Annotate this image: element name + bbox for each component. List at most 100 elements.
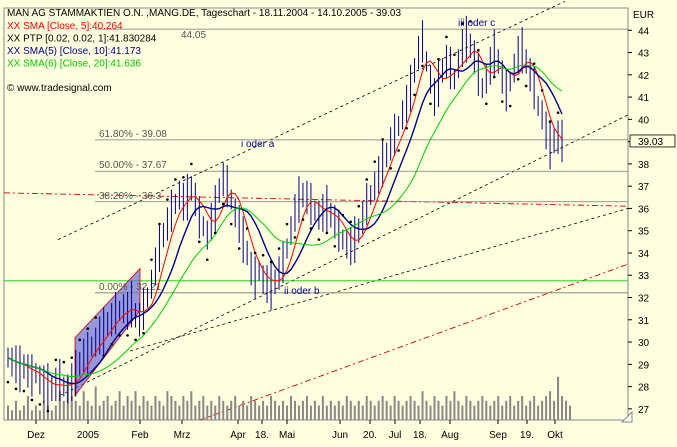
volume-bar bbox=[90, 405, 93, 420]
ptp-point bbox=[134, 338, 137, 342]
volume-bar bbox=[497, 396, 500, 420]
ptp-point bbox=[556, 111, 560, 114]
ptp-point bbox=[357, 204, 361, 208]
volume-bar bbox=[513, 405, 516, 420]
volume-bar bbox=[118, 391, 121, 420]
volume-bar bbox=[162, 405, 165, 420]
volume-bar bbox=[102, 400, 105, 420]
volume-bar bbox=[18, 410, 21, 420]
x-tick-label: 18. bbox=[255, 430, 269, 441]
ptp-point bbox=[469, 20, 472, 23]
ptp-point bbox=[477, 49, 480, 52]
volume-bar bbox=[329, 400, 332, 420]
y-tick-label: 35 bbox=[638, 227, 650, 238]
volume-bar bbox=[453, 391, 456, 420]
fib-level-label: 38.20% - 36.3 bbox=[99, 191, 162, 202]
volume-bar bbox=[377, 400, 380, 420]
volume-bar bbox=[489, 405, 492, 420]
volume-bar bbox=[369, 400, 372, 420]
volume-bar bbox=[393, 396, 396, 420]
sma-10-line bbox=[7, 60, 563, 385]
volume-bars bbox=[7, 376, 571, 420]
fib-level-label: 50.00% - 37.67 bbox=[99, 160, 167, 171]
credit-label: © www.tradesignal.com bbox=[7, 83, 112, 94]
volume-bar bbox=[325, 405, 328, 420]
volume-bar bbox=[242, 400, 245, 420]
volume-bar bbox=[361, 405, 364, 420]
ptp-point bbox=[94, 316, 97, 319]
volume-bar bbox=[397, 400, 400, 420]
ptp-point bbox=[421, 64, 424, 68]
ptp-point bbox=[405, 126, 408, 130]
grid bbox=[3, 7, 629, 421]
ptp-point bbox=[317, 238, 321, 241]
y-tick-label: 29 bbox=[638, 360, 650, 371]
volume-bar bbox=[297, 405, 300, 420]
volume-bar bbox=[38, 410, 41, 420]
x-axis: Dez 2005 Feb Mrz Apr 18. Mai Jun 20. Jul 18. Aug Sep… bbox=[27, 420, 563, 441]
ptp-point bbox=[453, 53, 456, 57]
ptp-point bbox=[22, 389, 26, 393]
volume-bar bbox=[106, 396, 109, 420]
ptp-point bbox=[365, 178, 369, 181]
volume-bar bbox=[569, 405, 571, 420]
y-tick-label: 33 bbox=[638, 271, 650, 282]
volume-bar bbox=[130, 400, 133, 420]
volume-bar bbox=[473, 405, 476, 420]
volume-bar bbox=[158, 400, 161, 420]
y-tick-label: 38 bbox=[638, 160, 650, 171]
annotations: i oder a ii oder b iii oder c bbox=[241, 18, 495, 297]
x-tick-label: Aug bbox=[441, 430, 459, 441]
x-tick-label: Okt bbox=[547, 430, 563, 441]
volume-bar bbox=[537, 405, 540, 420]
volume-bar bbox=[385, 400, 388, 420]
volume-bar bbox=[373, 405, 376, 420]
ptp-point bbox=[349, 220, 353, 224]
y-axis: 27282930313233343536373839404142434439.0… bbox=[628, 26, 676, 416]
volume-bar bbox=[190, 391, 193, 420]
x-tick-label: 20. bbox=[363, 430, 377, 441]
volume-bar bbox=[186, 400, 189, 420]
volume-bar bbox=[250, 396, 253, 420]
volume-bar bbox=[14, 400, 17, 420]
volume-bar bbox=[545, 396, 548, 420]
ptp-point bbox=[126, 334, 129, 337]
x-tick-label: 19. bbox=[520, 430, 534, 441]
volume-bar bbox=[282, 400, 285, 420]
volume-bar bbox=[561, 396, 564, 420]
ptp-point bbox=[118, 334, 121, 337]
resize-grip-icon[interactable] bbox=[620, 410, 633, 423]
volume-bar bbox=[122, 405, 125, 420]
volume-bar bbox=[54, 405, 57, 420]
volume-bar bbox=[541, 400, 544, 420]
volume-bar bbox=[126, 396, 129, 420]
volume-bar bbox=[94, 386, 97, 420]
ptp-point bbox=[142, 331, 145, 335]
volume-bar bbox=[553, 400, 556, 420]
ptp-point bbox=[325, 231, 329, 235]
volume-bar bbox=[202, 396, 205, 420]
fib-top-label: 44.05 bbox=[181, 30, 206, 41]
volume-bar bbox=[405, 400, 408, 420]
volume-bar bbox=[166, 391, 169, 420]
fib-level-label: 61.80% - 39.08 bbox=[99, 129, 167, 140]
volume-bar bbox=[78, 405, 81, 420]
volume-bar bbox=[266, 405, 269, 420]
ptp-point bbox=[381, 138, 384, 141]
ptp-point bbox=[62, 360, 66, 364]
volume-bar bbox=[501, 405, 504, 420]
ptp-point bbox=[524, 84, 528, 88]
y-tick-label: 41 bbox=[638, 93, 650, 104]
volume-bar bbox=[50, 410, 53, 420]
ptp-point bbox=[221, 202, 225, 206]
volume-bar bbox=[305, 396, 308, 420]
ptp-point bbox=[30, 398, 34, 402]
ptp-point bbox=[174, 178, 177, 181]
y-tick-label: 27 bbox=[638, 405, 650, 416]
x-tick-label: Dez bbox=[27, 430, 45, 441]
volume-bar bbox=[34, 405, 37, 420]
volume-bar bbox=[150, 405, 153, 420]
chart-title: MAN AG STAMMAKTIEN O.N. ,MANG.DE, Tagesc… bbox=[7, 8, 401, 19]
x-tick-label: Mrz bbox=[174, 430, 191, 441]
volume-bar bbox=[309, 405, 312, 420]
